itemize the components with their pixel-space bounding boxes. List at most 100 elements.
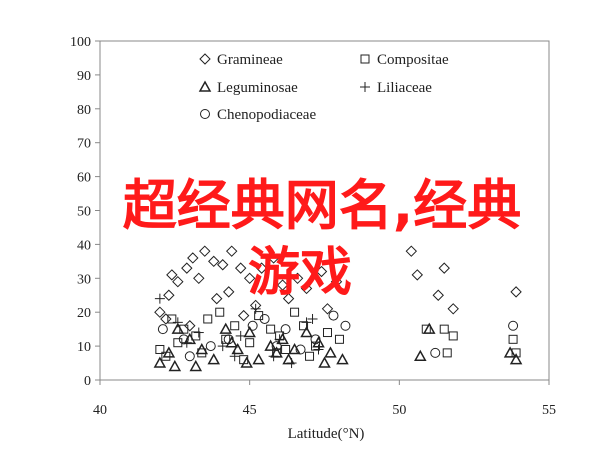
y-tick-label: 0 — [84, 374, 91, 389]
data-point — [178, 334, 189, 345]
data-point — [432, 289, 444, 301]
data-point — [252, 353, 265, 365]
overlay-line-2: 游戏 — [248, 243, 352, 303]
data-point — [203, 314, 213, 324]
data-point — [508, 320, 519, 331]
data-point — [187, 252, 199, 264]
data-point — [172, 275, 184, 288]
data-point — [205, 341, 216, 352]
data-point — [250, 303, 261, 314]
x-axis: 40 45 50 55 — [93, 380, 556, 418]
data-point — [154, 293, 165, 304]
data-point — [271, 341, 282, 352]
series-gramineae — [154, 245, 522, 332]
series-liliaceae — [154, 293, 324, 369]
data-point — [172, 317, 183, 328]
legend-item: Chenopodiaceae — [200, 107, 316, 123]
x-axis-title: Latitude(°N) — [288, 426, 365, 442]
data-point — [163, 289, 175, 301]
data-point — [430, 347, 441, 358]
data-point — [215, 307, 225, 317]
data-point — [276, 279, 289, 291]
data-point — [195, 342, 209, 355]
data-point — [189, 359, 203, 372]
overlay-watermark: 超经典网名,经典 游戏 — [123, 174, 522, 303]
data-point — [235, 330, 246, 341]
data-point — [207, 353, 221, 365]
data-point — [439, 324, 449, 334]
data-point — [438, 262, 450, 274]
y-tick-label: 60 — [77, 171, 91, 186]
data-point — [282, 292, 295, 305]
y-tick-label: 50 — [77, 205, 91, 220]
legend-label: Gramineae — [217, 52, 283, 68]
data-point — [160, 313, 172, 325]
x-tick-label: 55 — [542, 403, 556, 418]
data-point — [193, 327, 204, 338]
data-point — [225, 336, 238, 348]
data-point — [254, 311, 264, 321]
data-point — [225, 245, 238, 257]
data-point — [245, 338, 255, 348]
data-point — [300, 282, 313, 295]
data-point — [301, 317, 312, 328]
data-point — [405, 245, 418, 257]
data-point — [310, 334, 321, 345]
data-point — [184, 320, 196, 332]
legend-item: Leguminosae — [198, 80, 298, 96]
data-point — [229, 351, 240, 362]
data-point — [255, 262, 268, 274]
data-point — [199, 245, 211, 257]
legend-item: Gramineae — [199, 52, 283, 68]
data-point — [442, 348, 452, 358]
x-tick-label: 40 — [93, 403, 107, 418]
data-point — [299, 321, 309, 331]
data-point — [223, 334, 234, 345]
data-point — [411, 269, 424, 281]
data-point — [321, 303, 334, 315]
data-point — [280, 324, 291, 335]
data-point — [267, 252, 280, 264]
data-point — [300, 325, 313, 338]
data-point — [286, 358, 297, 369]
legend-label: Leguminosae — [217, 80, 298, 96]
y-tick-label: 30 — [77, 272, 91, 287]
data-point — [217, 341, 228, 352]
plot-area — [99, 40, 550, 381]
legend-label: Liliaceae — [377, 80, 432, 96]
legend-marker — [199, 53, 211, 65]
data-point — [155, 344, 165, 354]
data-point — [219, 322, 232, 334]
x-tick-label: 50 — [392, 403, 406, 418]
data-point — [184, 351, 195, 362]
y-tick-label: 10 — [77, 340, 91, 355]
data-point — [193, 272, 205, 285]
data-point — [217, 259, 229, 271]
data-point — [305, 351, 315, 361]
legend-marker — [360, 54, 370, 64]
data-point — [231, 342, 244, 355]
data-point — [166, 269, 178, 281]
legend-marker — [360, 82, 370, 92]
data-point — [503, 346, 517, 358]
legend-marker — [198, 80, 212, 92]
data-point — [243, 325, 256, 338]
data-point — [288, 342, 301, 355]
data-point — [509, 353, 523, 365]
data-point — [336, 353, 349, 365]
data-point — [211, 292, 223, 305]
data-point — [447, 303, 459, 315]
legend-label: Compositae — [377, 52, 449, 68]
data-point — [290, 307, 300, 317]
y-axis: 0 10 20 30 40 50 60 70 80 90 100 — [70, 35, 100, 389]
data-point — [291, 272, 304, 285]
legend-label: Chenopodiaceae — [217, 107, 316, 123]
data-point — [281, 344, 291, 354]
y-tick-label: 40 — [77, 238, 91, 253]
data-point — [322, 328, 332, 338]
legend-marker — [200, 109, 210, 119]
x-tick-label: 45 — [243, 403, 257, 418]
data-point — [234, 262, 247, 274]
legend-item: Liliaceae — [360, 80, 432, 96]
data-point — [330, 275, 343, 288]
